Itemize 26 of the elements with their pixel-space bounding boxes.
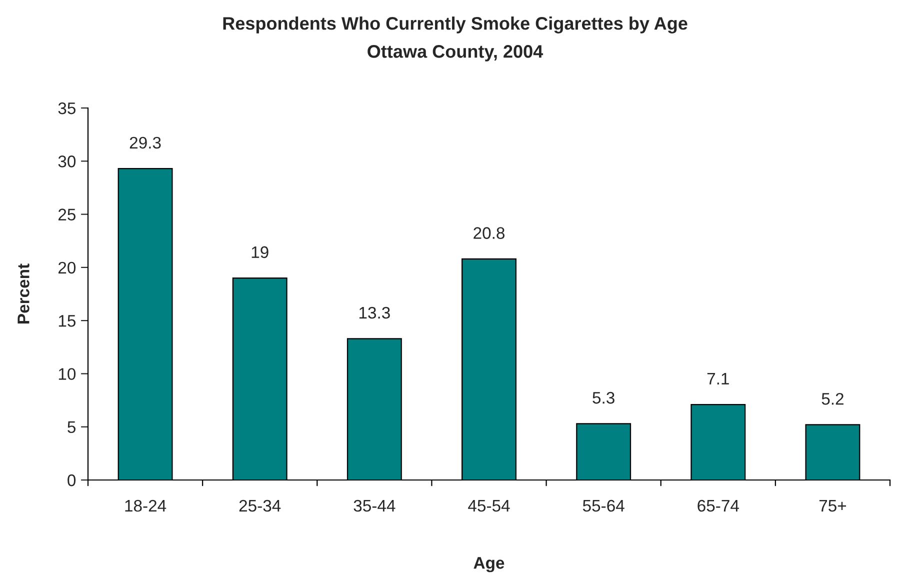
x-tick-label: 55-64	[582, 500, 624, 512]
y-tick-label: 30	[58, 156, 76, 168]
y-tick-label: 5	[68, 421, 76, 434]
data-label: 13.3	[359, 306, 390, 319]
data-label: 20.8	[474, 227, 504, 239]
data-label: 5.3	[592, 392, 614, 404]
y-tick-label: 20	[58, 262, 76, 274]
y-tick-label: 10	[58, 368, 76, 380]
data-label: 7.1	[707, 372, 729, 384]
y-tick-label: 25	[58, 208, 76, 220]
x-tick-label: 35-44	[354, 500, 396, 512]
x-tick-label: 25-34	[239, 500, 281, 512]
y-tick-label: 35	[58, 102, 76, 114]
x-tick-label: 65-74	[698, 500, 739, 512]
chart-subtitle: Ottawa County, 2004	[368, 45, 544, 62]
x-tick-label: 75+	[819, 500, 846, 512]
chart-title: Respondents Who Currently Smoke Cigarettes by Age	[223, 16, 688, 34]
x-tick-label: 18-24	[125, 500, 166, 512]
y-tick-label: 0	[68, 474, 76, 486]
x-axis-title: Age	[474, 557, 504, 572]
data-label: 29.3	[130, 136, 161, 149]
data-label: 19	[252, 246, 268, 258]
y-tick-label: 15	[58, 315, 76, 327]
y-axis-title: Percent	[18, 264, 30, 324]
x-tick-label: 45-54	[468, 500, 510, 512]
data-label: 5.2	[822, 392, 844, 405]
